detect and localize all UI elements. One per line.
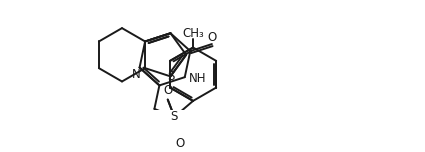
Text: O: O: [163, 84, 173, 97]
Text: S: S: [167, 70, 174, 83]
Text: CH₃: CH₃: [182, 27, 204, 40]
Text: O: O: [207, 31, 216, 44]
Text: O: O: [175, 137, 184, 150]
Text: NH: NH: [189, 72, 207, 85]
Text: N: N: [132, 68, 141, 81]
Text: S: S: [171, 110, 178, 123]
